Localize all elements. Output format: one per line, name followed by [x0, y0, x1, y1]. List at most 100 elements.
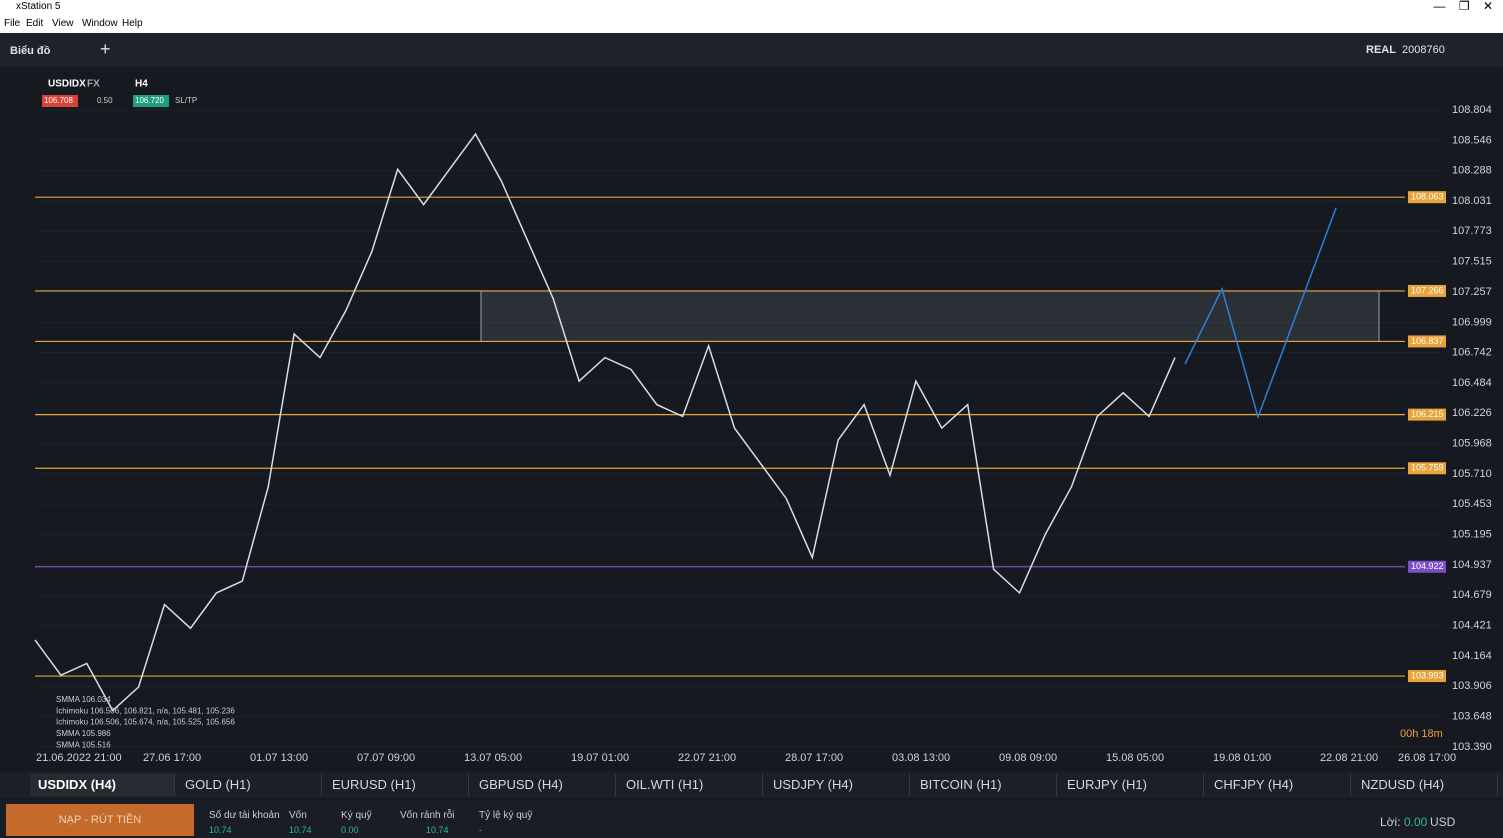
symbol-tab[interactable]: GBPUSD (H4) [471, 774, 616, 796]
menu-item[interactable]: Edit [26, 18, 44, 29]
x-tick-label: 07.07 09:00 [357, 752, 415, 764]
timer: 00h 18m [1400, 728, 1443, 740]
chart-tab[interactable]: Biểu đồ [10, 45, 51, 57]
x-tick-label: 21.06.2022 21:00 [36, 752, 122, 764]
y-tick-label: 108.031 [1452, 195, 1492, 207]
menu-item[interactable]: View [52, 18, 74, 29]
field-label: Vốn [289, 810, 307, 821]
symbol-tab[interactable]: CHFJPY (H4) [1206, 774, 1351, 796]
toolbar: Biểu đồ + REAL 2008760 [0, 33, 1503, 67]
profit-value: 0.00 [1404, 815, 1428, 829]
x-tick-label: 13.07 05:00 [464, 752, 522, 764]
y-tick-label: 107.773 [1452, 225, 1492, 237]
field-value: 10.74 [289, 825, 312, 835]
account-bar: NẠP - RÚT TIỀN Lời: 0.00 USD Số dư tài k… [0, 800, 1503, 838]
price-line [34, 132, 1176, 712]
tab-bar: USDIDX (H4) GOLD (H1) EURUSD (H1) GBPUSD (H… [0, 772, 1503, 798]
legend-entry: Ichimoku 106.506, 106.821, n/a, 105.481,… [56, 706, 235, 715]
menu-item[interactable]: Help [122, 18, 143, 29]
field-value: 10.74 [209, 825, 232, 835]
level-tag [1408, 670, 1446, 683]
x-tick-label: 22.07 21:00 [678, 752, 736, 764]
y-tick-label: 103.648 [1452, 711, 1492, 723]
y-tick-label: 104.164 [1452, 650, 1492, 662]
level-label: 103.993 [1411, 670, 1444, 680]
level-tag [1408, 191, 1446, 204]
y-tick-label: 108.804 [1452, 104, 1492, 116]
x-tick-label: 22.08 21:00 [1320, 752, 1378, 764]
level-tag [1408, 284, 1446, 297]
buy-box [133, 95, 169, 107]
x-tick-label: 09.08 09:00 [999, 752, 1057, 764]
legend-entry: Ichimoku 106.506, 105.674, n/a, 105.525,… [56, 718, 235, 727]
legend-entry: SMMA 105.516 [56, 740, 111, 749]
level-label: 104.922 [1411, 561, 1444, 571]
x-tick-label: 03.08 13:00 [892, 752, 950, 764]
plot-bg [0, 67, 1503, 772]
symbol-tab[interactable]: BITCOIN (H1) [912, 774, 1057, 796]
y-tick-label: 108.288 [1452, 165, 1492, 177]
y-tick-label: 105.710 [1452, 468, 1492, 480]
profit-label: Lời: [1380, 815, 1401, 829]
y-tick-label: 103.906 [1452, 680, 1492, 692]
field-label: Ký quỹ [341, 810, 372, 821]
symbol-tab[interactable]: OIL.WTI (H1) [618, 774, 763, 796]
field-label: Tỷ lệ ký quỹ [479, 810, 533, 821]
x-tick-label: 26.08 17:00 [1398, 752, 1456, 764]
field-value: 10.74 [426, 825, 449, 835]
chart: USDIDX FX H4 106.708 0.50 106.720 SL/TP 108.804… [0, 67, 1503, 772]
x-tick-label: 01.07 13:00 [250, 752, 308, 764]
y-tick-label: 108.546 [1452, 134, 1492, 146]
y-tick-label: 104.937 [1452, 559, 1492, 571]
deposit-button[interactable]: NẠP - RÚT TIỀN [6, 804, 194, 836]
symbol-tab[interactable]: GOLD (H1) [177, 774, 322, 796]
sell-box [42, 95, 78, 107]
x-tick-label: 28.07 17:00 [785, 752, 843, 764]
level-tag [1408, 462, 1446, 475]
y-tick-label: 106.742 [1452, 347, 1492, 359]
y-tick-label: 107.515 [1452, 256, 1492, 268]
symbol-tab[interactable]: USDIDX (H4) [30, 774, 175, 796]
field-label: Số dư tài khoản [209, 810, 280, 821]
account-mode[interactable]: REAL [1366, 44, 1396, 56]
window-title: xStation 5 [16, 1, 61, 12]
x-tick-label: 15.08 05:00 [1106, 752, 1164, 764]
window-controls[interactable]: — ❐ ✕ [1433, 0, 1493, 13]
chart-interval: H4 [135, 79, 148, 90]
symbol-tab[interactable]: EURUSD (H1) [324, 774, 469, 796]
account-number[interactable]: 2008760 [1402, 44, 1445, 56]
zone [480, 290, 1380, 342]
symbol-tab[interactable]: EURJPY (H1) [1059, 774, 1204, 796]
menu-item[interactable]: Window [82, 18, 118, 29]
x-tick-label: 19.08 01:00 [1213, 752, 1271, 764]
forecast [1184, 207, 1337, 420]
level-label: 106.837 [1411, 336, 1444, 346]
level-label: 108.063 [1411, 192, 1444, 202]
y-tick-label: 105.968 [1452, 438, 1492, 450]
chart-market: FX [87, 79, 100, 90]
y-tick-label: 106.484 [1452, 377, 1492, 389]
y-tick-label: 103.390 [1452, 741, 1492, 753]
chart-symbol: USDIDX [48, 79, 86, 90]
buy-price: 106.720 [135, 96, 164, 105]
symbol-tab[interactable]: NZDUSD (H4) [1353, 774, 1498, 796]
level-tag [1408, 335, 1446, 348]
legend-entry: SMMA 105.986 [56, 729, 111, 738]
y-tick-label: 105.453 [1452, 498, 1492, 510]
field-label: Vốn rảnh rỗi [400, 810, 455, 821]
menu-bar: File Edit View Window Help [0, 15, 1503, 33]
level-tag [1408, 560, 1446, 573]
menu-item[interactable]: File [4, 18, 21, 29]
add-tab[interactable]: + [100, 39, 111, 59]
spread: 0.50 [97, 96, 113, 105]
currency: USD [1430, 815, 1456, 829]
level-label: 107.266 [1411, 285, 1444, 295]
y-tick-label: 104.421 [1452, 620, 1492, 632]
x-tick-label: 27.06 17:00 [143, 752, 201, 764]
symbol-tab[interactable]: USDJPY (H4) [765, 774, 910, 796]
title-bar: xStation 5 — ❐ ✕ [0, 0, 1503, 15]
y-tick-label: 106.999 [1452, 316, 1492, 328]
field-value: 0.00 [341, 825, 359, 835]
y-tick-label: 105.195 [1452, 529, 1492, 541]
